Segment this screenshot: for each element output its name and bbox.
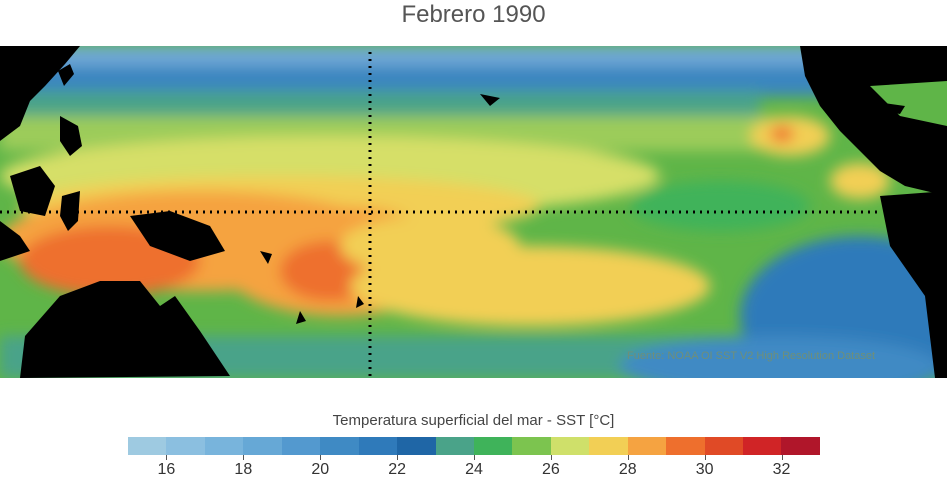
colorbar-segment [589,437,628,455]
colorbar-segment [666,437,705,455]
south-america-land [880,191,947,378]
colorbar-tick [166,455,168,460]
colorbar-tick [320,455,322,460]
colorbar-segment [397,437,436,455]
colorbar-segment [743,437,782,455]
colorbar-tick-label: 16 [157,461,176,478]
colorbar [128,437,820,455]
colorbar-tick [704,455,706,460]
colorbar-segment [358,437,398,455]
borneo-land [10,166,55,216]
colorbar-segment [243,437,282,455]
data-source: Fuente: NOAA OI SST V2 High Resolution D… [627,350,876,362]
australia-land [20,281,230,378]
colorbar-tick-label: 28 [618,461,637,478]
colorbar-segment [320,437,359,455]
colorbar-tick-label: 18 [234,461,253,478]
colorbar-tick [397,455,399,460]
colorbar-segment [704,437,743,455]
colorbar-tick-label: 26 [541,461,560,478]
colorbar-segment [281,437,321,455]
colorbar-segment [550,437,590,455]
philippines-land [60,116,82,156]
colorbar-tick [550,455,552,460]
sumatra-land [0,221,30,261]
japan-land [58,64,74,86]
colorbar-segment [512,437,551,455]
landmasses [0,46,947,378]
colorbar-tick-label: 24 [465,461,483,478]
colorbar-tick [781,455,783,460]
colorbar-segment [166,437,205,455]
colorbar-segment [204,437,244,455]
asia-land [0,46,80,141]
reference-lines [0,52,880,378]
map-title: Febrero 1990 [401,1,546,28]
colorbar-label: Temperatura superficial del mar - SST [°… [332,412,615,429]
colorbar-ticks: 16 18 20 22 24 26 28 30 32 [128,455,820,480]
gulf-land [870,81,947,126]
colorbar-tick-label: 20 [311,461,330,478]
colorbar-segment [473,437,513,455]
colorbar-segment [128,437,167,455]
colorbar-tick [474,455,475,460]
colorbar-segment [627,437,667,455]
colorbar-segment [781,437,820,455]
colorbar-tick [243,455,245,460]
colorbar-tick-label: 30 [695,461,714,478]
colorbar-tick-label: 22 [388,461,406,478]
sst-map [0,46,947,378]
colorbar-tick-label: 32 [772,461,791,478]
colorbar-segment [435,437,474,455]
colorbar-tick [627,455,629,460]
caribbean-islands-land [868,101,905,114]
new-guinea-land [130,211,225,261]
